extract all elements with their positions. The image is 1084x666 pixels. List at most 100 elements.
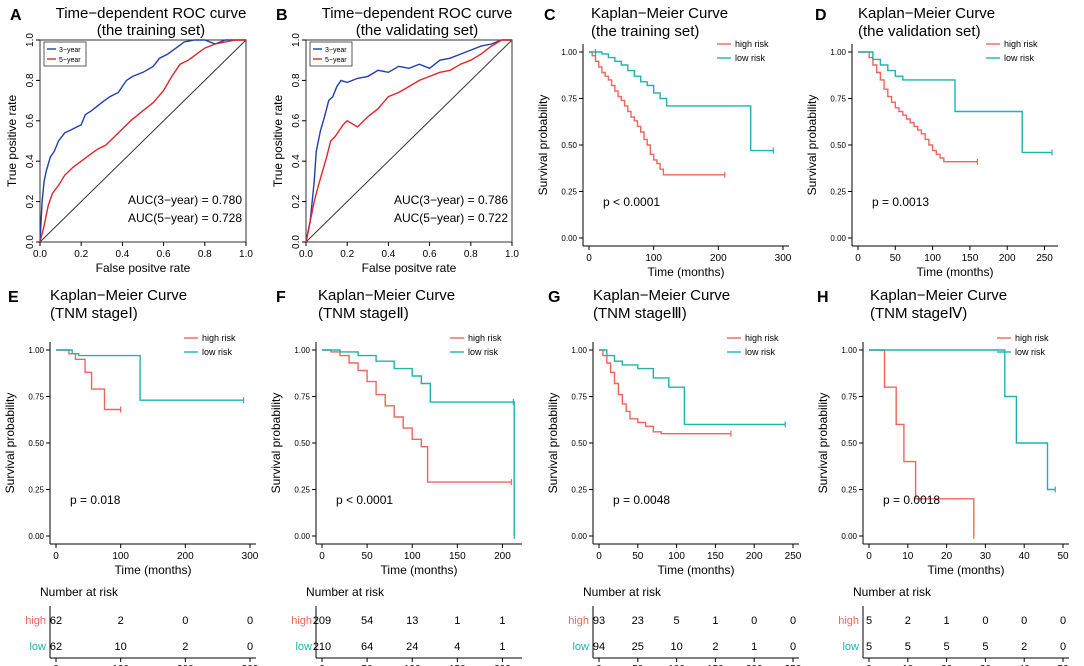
chart-subtitle: (TNM stageⅡ) [318, 305, 409, 322]
y-tick-label: 0.25 [28, 486, 44, 495]
legend-label: 5−year [59, 57, 81, 64]
y-axis-label: Survival probability [816, 393, 830, 494]
panel-e: E Kaplan−Meier Curve(TNM stageⅠ)0 100 200 30… [3, 287, 259, 666]
y-tick-label: 0.6 [25, 113, 36, 127]
y-axis-label: True positive rate [5, 95, 19, 188]
risk-x-tick-label: 50 [362, 664, 374, 666]
y-tick-label: 0.00 [571, 532, 587, 541]
panel-letter: E [8, 289, 19, 306]
x-tick-label: 0.8 [198, 249, 212, 260]
y-tick-label: 0.25 [841, 486, 857, 495]
y-tick-label: 0.50 [561, 141, 577, 150]
legend-label: low risk [735, 53, 766, 63]
legend-label: high risk [735, 39, 769, 49]
risk-count: 24 [406, 641, 418, 653]
x-axis-label: Time (months) [917, 265, 994, 279]
risk-count: 0 [247, 615, 253, 627]
panel-h: H Kaplan−Meier Curve(TNM stageⅣ)0 10 20 30 40… [816, 287, 1069, 666]
y-tick-label: 0.00 [561, 234, 577, 243]
risk-x-tick-label: 200 [746, 664, 763, 666]
p-value-label: p < 0.0001 [603, 195, 660, 209]
risk-x-tick-label: 300 [242, 664, 259, 666]
risk-count: 1 [454, 615, 460, 627]
y-tick-label: 1.00 [571, 346, 587, 355]
y-tick-label: 0.4 [291, 154, 302, 168]
y-tick-label: 0.00 [841, 532, 857, 541]
panel-g: G Kaplan−Meier Curve(TNM stageⅢ)0 50 100 150… [546, 287, 802, 666]
p-value-label: p < 0.0001 [336, 493, 393, 507]
y-tick-label: 0.6 [291, 113, 302, 127]
risk-count: 93 [593, 615, 605, 627]
panel-letter: G [548, 289, 560, 306]
legend-label: low risk [202, 347, 233, 357]
x-tick-label: 0.0 [299, 249, 313, 260]
risk-table-title: Number at risk [306, 585, 385, 599]
risk-count: 23 [632, 615, 644, 627]
x-tick-label: 0.6 [423, 249, 437, 260]
series-line-5-year [39, 39, 246, 243]
risk-x-tick-label: 200 [494, 664, 511, 666]
x-tick-label: 20 [941, 551, 953, 562]
risk-count: 62 [50, 641, 62, 653]
x-tick-label: 150 [707, 551, 724, 562]
x-tick-label: 40 [1019, 551, 1031, 562]
chart-title: Kaplan−Meier Curve [870, 287, 1007, 304]
risk-x-tick-label: 150 [449, 664, 466, 666]
chart-subtitle: (TNM stageⅢ) [593, 305, 687, 322]
x-tick-label: 1.0 [239, 249, 253, 260]
x-tick-label: 200 [177, 551, 194, 562]
x-tick-label: 250 [1036, 253, 1053, 264]
legend-label: low risk [468, 347, 499, 357]
legend-label: 5−year [325, 57, 347, 64]
y-tick-label: 0.0 [291, 235, 302, 249]
x-axis-label: Time (months) [648, 265, 725, 279]
risk-count: 209 [313, 615, 331, 627]
x-tick-label: 200 [746, 551, 763, 562]
risk-count: 54 [361, 615, 373, 627]
risk-count: 10 [670, 641, 682, 653]
diagonal-reference-line [305, 39, 513, 243]
legend-label: low risk [1015, 347, 1046, 357]
p-value-label: p = 0.0013 [872, 195, 929, 209]
risk-count: 13 [406, 615, 418, 627]
x-tick-label: 300 [775, 253, 792, 264]
risk-x-tick-label: 100 [404, 664, 421, 666]
series-line-high-risk [56, 349, 121, 411]
risk-count: 25 [632, 641, 644, 653]
risk-row-label-low: low [842, 641, 859, 653]
x-tick-label: 0 [319, 551, 325, 562]
x-tick-label: 0.4 [381, 249, 395, 260]
risk-count: 5 [905, 641, 911, 653]
risk-count: 0 [247, 641, 253, 653]
plot-frame [39, 39, 247, 243]
series-line-low-risk [869, 349, 1056, 491]
chart-subtitle: (the validating set) [356, 22, 479, 39]
y-axis-label: Survival probability [269, 393, 283, 494]
series-line-high-risk [589, 51, 725, 176]
p-value-label: p = 0.0018 [883, 493, 940, 507]
x-axis-label: Time (months) [115, 563, 192, 577]
risk-row-label-high: high [25, 615, 46, 627]
x-tick-label: 100 [645, 253, 662, 264]
y-tick-label: 0.75 [561, 95, 577, 104]
x-tick-label: 50 [1057, 551, 1069, 562]
legend-label: low risk [745, 347, 776, 357]
plot-frame [305, 39, 513, 243]
y-tick-label: 0.50 [841, 439, 857, 448]
series-line-3-year [39, 39, 246, 243]
y-tick-label: 1.00 [841, 346, 857, 355]
chart-title: Kaplan−Meier Curve [593, 287, 730, 304]
risk-x-tick-label: 10 [902, 664, 914, 666]
x-tick-label: 0 [586, 253, 592, 264]
x-tick-label: 150 [449, 551, 466, 562]
risk-table-title: Number at risk [853, 585, 932, 599]
risk-row-label-low: low [295, 641, 312, 653]
risk-count: 5 [944, 641, 950, 653]
x-tick-label: 0.6 [157, 249, 171, 260]
p-value-label: p = 0.018 [70, 493, 121, 507]
y-tick-label: 0.0 [25, 235, 36, 249]
panel-d: D Kaplan−Meier Curve(the validation set) 0… [805, 5, 1058, 279]
x-tick-label: 150 [962, 253, 979, 264]
risk-x-tick-label: 150 [707, 664, 724, 666]
risk-count: 0 [1021, 615, 1027, 627]
